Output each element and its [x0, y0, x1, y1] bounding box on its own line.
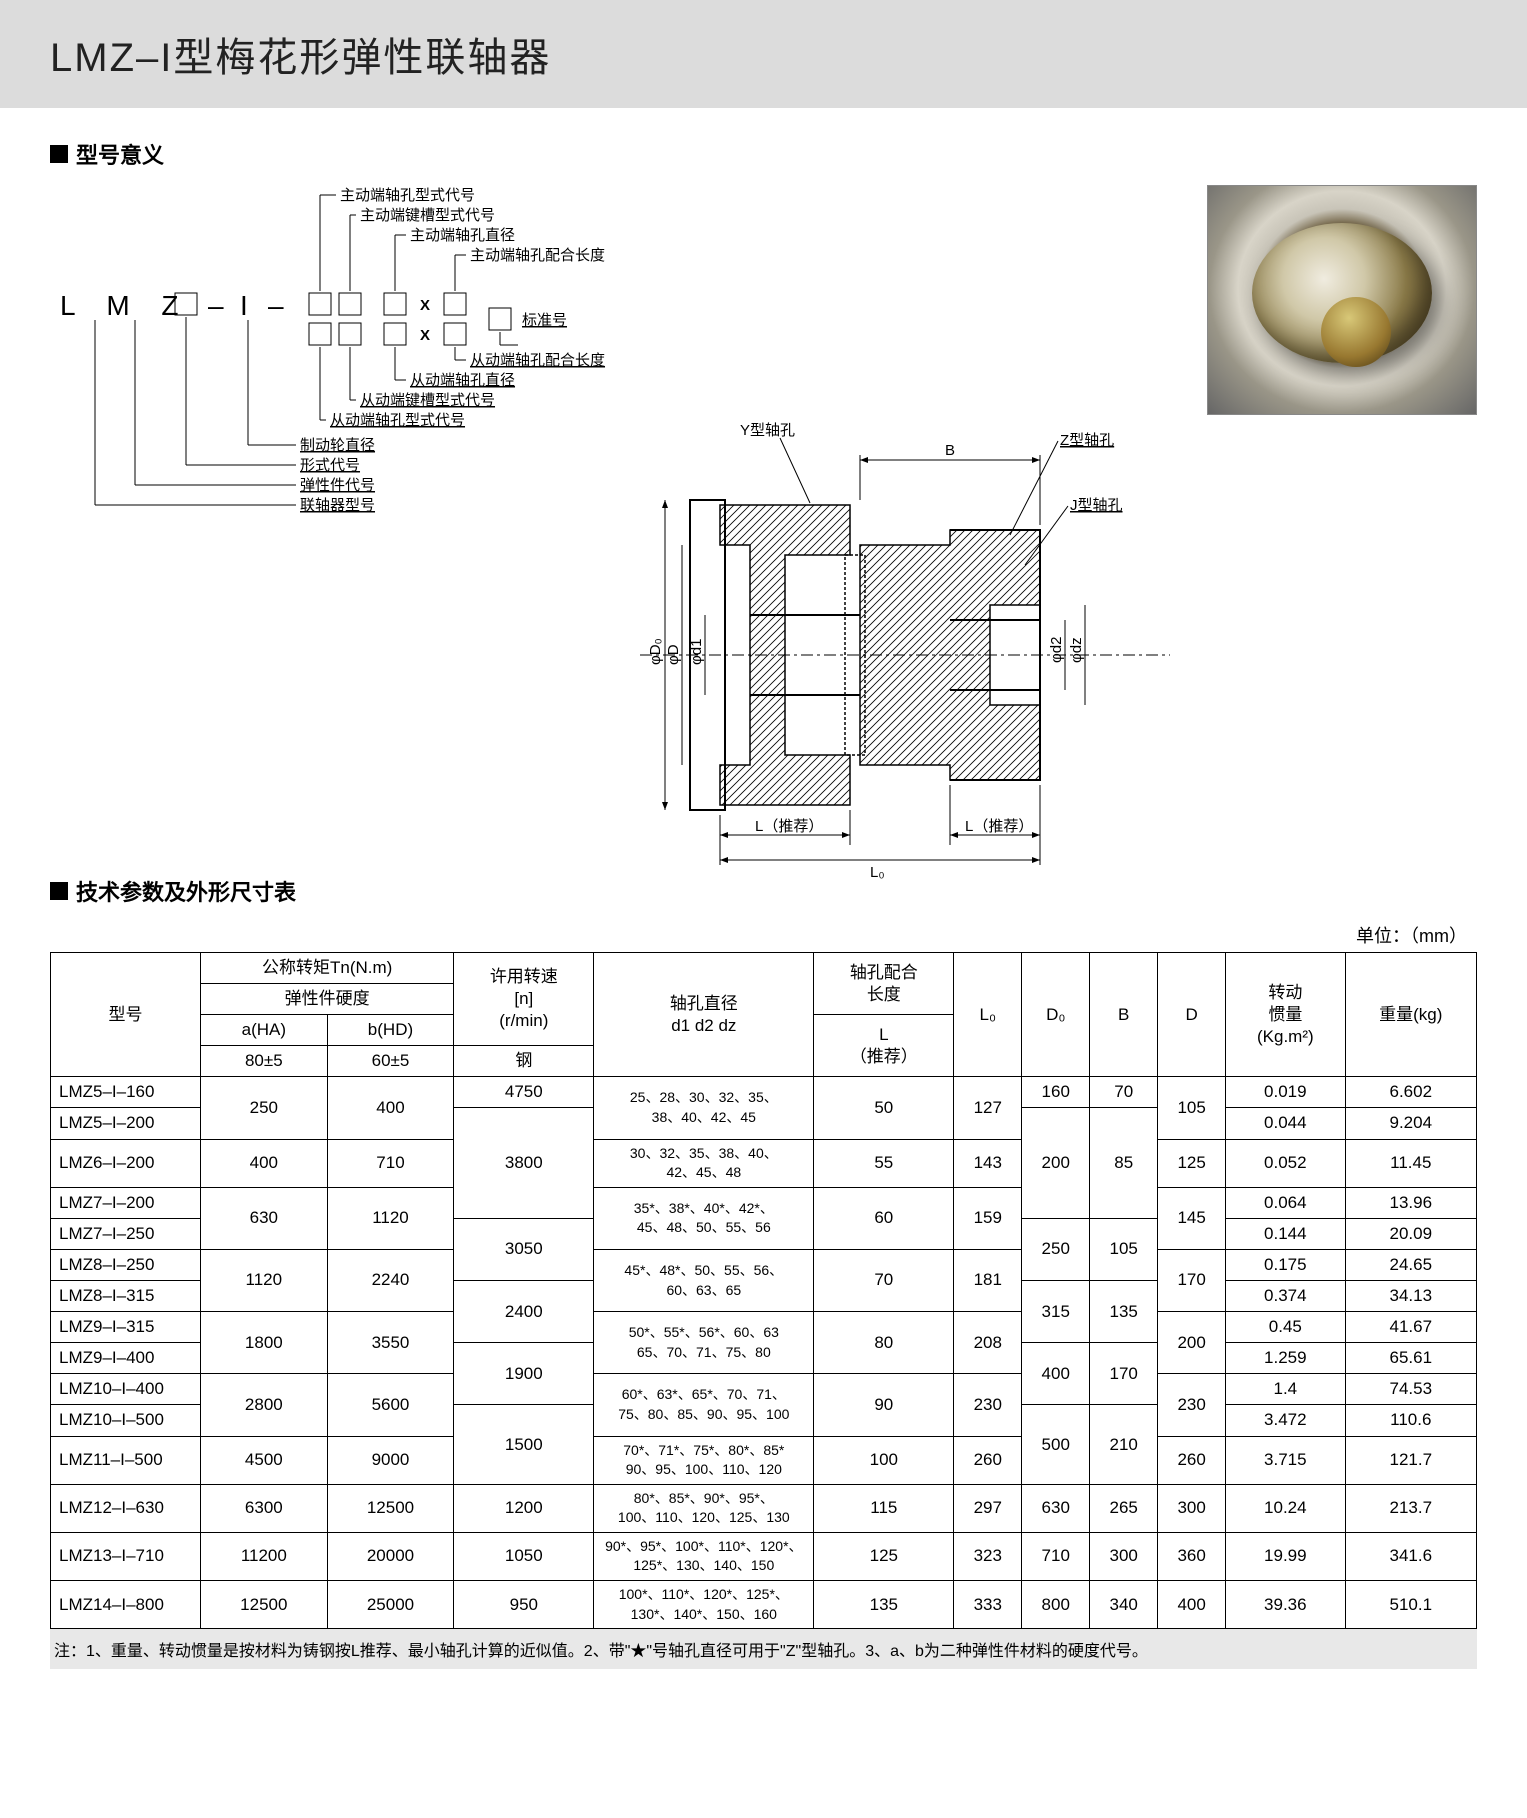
svg-text:φd2: φd2 [1048, 637, 1065, 663]
svg-text:L（推荐）: L（推荐） [965, 818, 1033, 835]
th-Lrec: L （推荐） [814, 1015, 954, 1077]
th-bval: 60±5 [327, 1046, 454, 1077]
svg-text:J型轴孔: J型轴孔 [1070, 497, 1123, 514]
th-B: B [1090, 953, 1158, 1077]
table-row: LMZ9–I–315 1800 3550 50*、55*、56*、60、63 6… [51, 1312, 1477, 1343]
svg-text:主动端轴孔直径: 主动端轴孔直径 [410, 227, 515, 244]
th-fitlen: 轴孔配合 长度 [814, 953, 954, 1015]
th-inertia: 转动 惯量 (Kg.m²) [1226, 953, 1345, 1077]
th-bHD: b(HD) [327, 1015, 454, 1046]
svg-text:形式代号: 形式代号 [300, 457, 360, 474]
table-body: LMZ5–I–160 250 400 4750 25、28、30、32、35、 … [51, 1077, 1477, 1629]
th-aHA: a(HA) [201, 1015, 328, 1046]
svg-text:φD: φD [665, 644, 682, 665]
th-tn: 公称转矩Tn(N.m) [201, 953, 454, 984]
table-row: LMZ5–I–160 250 400 4750 25、28、30、32、35、 … [51, 1077, 1477, 1108]
table-row: LMZ8–I–250 1120 2240 45*、48*、50、55、56、 6… [51, 1249, 1477, 1280]
svg-text:标准号: 标准号 [522, 312, 567, 329]
th-bore: 轴孔直径 d1 d2 dz [594, 953, 814, 1077]
svg-text:联轴器型号: 联轴器型号 [300, 497, 375, 514]
svg-text:Y型轴孔: Y型轴孔 [740, 422, 795, 439]
th-aval: 80±5 [201, 1046, 328, 1077]
page-title: LMZ–I型梅花形弹性联轴器 [50, 25, 1477, 83]
table-row: LMZ11–I–500 4500 9000 70*、71*、75*、80*、85… [51, 1436, 1477, 1484]
svg-text:从动端轴孔配合长度: 从动端轴孔配合长度 [470, 352, 605, 369]
svg-text:主动端键槽型式代号: 主动端键槽型式代号 [360, 207, 495, 224]
content: 型号意义 主动端轴孔型式代号 主动端键槽型式代号 主动端轴孔直径 主动端轴孔配合… [0, 108, 1527, 1679]
diagram-area: 主动端轴孔型式代号 主动端键槽型式代号 主动端轴孔直径 主动端轴孔配合长度 L … [50, 185, 1477, 865]
svg-text:B: B [945, 442, 955, 459]
svg-text:从动端键槽型式代号: 从动端键槽型式代号 [360, 392, 495, 409]
svg-text:X: X [420, 327, 430, 344]
section1-label: 型号意义 [50, 138, 1477, 170]
th-hardness: 弹性件硬度 [201, 984, 454, 1015]
svg-text:从动端轴孔直径: 从动端轴孔直径 [410, 372, 515, 389]
svg-text:主动端轴孔型式代号: 主动端轴孔型式代号 [340, 187, 475, 204]
svg-text:Z型轴孔: Z型轴孔 [1060, 432, 1114, 449]
svg-text:L（推荐）: L（推荐） [755, 818, 823, 835]
square-icon [50, 882, 68, 900]
table-row: LMZ10–I–400 2800 5600 60*、63*、65*、70、71、… [51, 1374, 1477, 1405]
svg-text:–: – [268, 290, 296, 321]
svg-text:弹性件代号: 弹性件代号 [300, 477, 375, 494]
table-row: LMZ13–I–710 11200 20000 1050 90*、95*、100… [51, 1532, 1477, 1580]
footnote: 注：1、重量、转动惯量是按材料为铸钢按L推荐、最小轴孔计算的近似值。2、带"★"… [50, 1629, 1477, 1669]
product-photo [1207, 185, 1477, 415]
table-row: LMZ14–I–800 12500 25000 950 100*、110*、12… [51, 1581, 1477, 1629]
table-row: LMZ6–I–200 400 710 30、32、35、38、40、 42、45… [51, 1139, 1477, 1187]
th-model: 型号 [51, 953, 201, 1077]
th-D: D [1158, 953, 1226, 1077]
th-L0: L₀ [954, 953, 1022, 1077]
svg-text:从动端轴孔型式代号: 从动端轴孔型式代号 [330, 412, 465, 429]
svg-text:I: I [240, 290, 260, 321]
header-bar: LMZ–I型梅花形弹性联轴器 [0, 0, 1527, 108]
svg-text:X: X [420, 297, 430, 314]
th-speed: 许用转速 [n] (r/min) [454, 953, 594, 1046]
svg-text:制动轮直径: 制动轮直径 [300, 437, 375, 454]
svg-text:φd1: φd1 [688, 639, 705, 665]
svg-text:L₀: L₀ [870, 864, 885, 881]
square-icon [50, 145, 68, 163]
table-row: LMZ7–I–200 630 1120 35*、38*、40*、42*、 45、… [51, 1187, 1477, 1218]
diagram-section: 型号意义 主动端轴孔型式代号 主动端键槽型式代号 主动端轴孔直径 主动端轴孔配合… [50, 138, 1477, 865]
section1-text: 型号意义 [76, 138, 164, 170]
svg-text:–: – [208, 290, 236, 321]
svg-text:φdz: φdz [1068, 637, 1085, 663]
photo-hub [1321, 297, 1391, 367]
svg-text:φD₀: φD₀ [647, 638, 664, 665]
th-D0: D₀ [1022, 953, 1090, 1077]
svg-text:主动端轴孔配合长度: 主动端轴孔配合长度 [470, 247, 605, 264]
tech-drawing-svg: Y型轴孔 Z型轴孔 J型轴孔 B φD₀ φD φd1 [610, 405, 1190, 885]
th-steel: 钢 [454, 1046, 594, 1077]
spec-table: 型号 公称转矩Tn(N.m) 许用转速 [n] (r/min) 轴孔直径 d1 … [50, 952, 1477, 1629]
svg-text:L M Z: L M Z [60, 290, 191, 321]
table-row: LMZ12–I–630 6300 12500 1200 80*、85*、90*、… [51, 1484, 1477, 1532]
table-head: 型号 公称转矩Tn(N.m) 许用转速 [n] (r/min) 轴孔直径 d1 … [51, 953, 1477, 1077]
section2-text: 技术参数及外形尺寸表 [76, 875, 296, 907]
unit-label: 单位：（mm） [50, 922, 1477, 948]
th-weight: 重量(kg) [1345, 953, 1476, 1077]
